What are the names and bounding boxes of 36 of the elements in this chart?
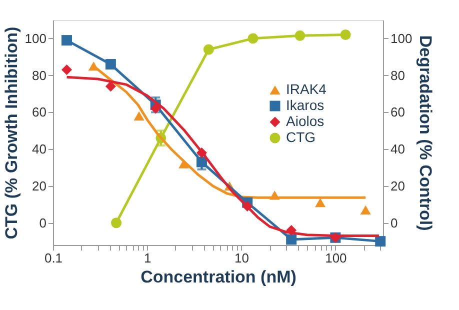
point	[375, 236, 386, 247]
y2-tick-label: 80	[390, 68, 405, 83]
legend-label: CTG	[286, 129, 316, 145]
x-tick-label: 1	[144, 250, 152, 266]
y-axis-title: CTG (% Growth Inhibition)	[2, 26, 21, 240]
x-axis-title: Concentration (nM)	[140, 268, 296, 286]
point	[105, 81, 116, 92]
y-tick-label: 40	[32, 142, 46, 157]
y2-tick-label: 60	[390, 104, 405, 120]
y-tick-label: 80	[32, 68, 46, 83]
x-tick-label: 0.1	[44, 250, 63, 266]
x-tick-label: 10	[234, 250, 250, 266]
y-tick-label: 20	[32, 178, 46, 194]
point	[111, 218, 122, 228]
y-tick-label: 60	[32, 104, 46, 120]
y-tick-label: 0	[39, 215, 46, 230]
y2-tick-label: 0	[390, 215, 398, 230]
point	[340, 30, 351, 40]
point	[294, 30, 306, 41]
point	[248, 33, 258, 44]
point	[62, 35, 72, 46]
y2-tick-label: 20	[390, 178, 405, 194]
point	[196, 156, 207, 168]
y2-tick-label: 40	[390, 142, 405, 157]
point	[105, 59, 116, 70]
y2-axis-title: Degradation (% Control)	[416, 35, 436, 231]
point	[203, 44, 214, 55]
x-tick-label: 100	[325, 250, 347, 266]
legend-label: Ikaros	[286, 97, 324, 113]
point	[62, 64, 72, 76]
legend-label: IRAK4	[286, 81, 327, 97]
point	[286, 234, 297, 245]
y-tick-label: 100	[24, 30, 46, 46]
legend-label: Aiolos	[286, 113, 324, 129]
point	[150, 103, 161, 114]
y2-tick-label: 100	[390, 30, 412, 46]
